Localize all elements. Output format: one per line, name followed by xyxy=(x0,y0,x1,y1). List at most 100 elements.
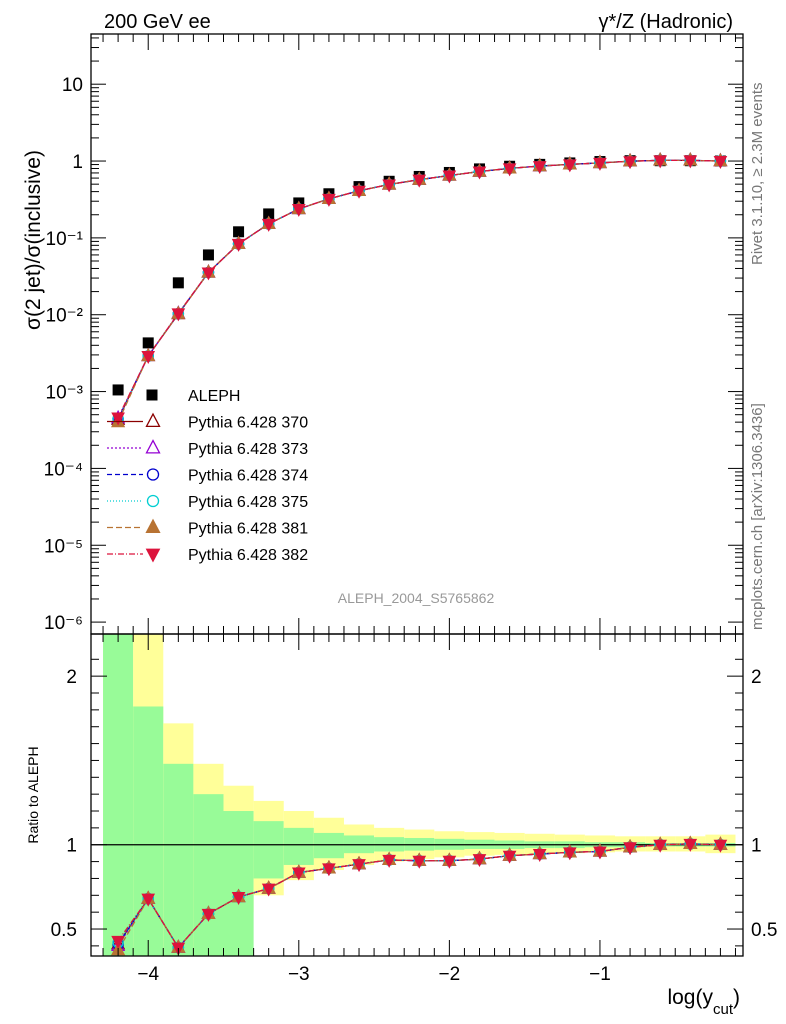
legend-label: Pythia 6.428 382 xyxy=(188,547,308,564)
y-tick-label: 10⁻² xyxy=(46,306,84,327)
mc-point xyxy=(382,179,396,193)
ratio-point xyxy=(141,893,156,907)
stat-uncertainty-band xyxy=(313,832,344,859)
stat-uncertainty-band xyxy=(103,634,134,956)
series-line xyxy=(117,159,721,421)
x-axis-label-sub: cut xyxy=(713,1001,734,1018)
axes xyxy=(91,34,743,956)
ratio-point xyxy=(442,855,457,869)
ratio-ylabel: Ratio to ALEPH xyxy=(25,746,41,843)
mc-point xyxy=(322,193,336,207)
legend-marker xyxy=(145,518,161,534)
x-tick-label: −3 xyxy=(288,964,310,985)
analysis-tag: ALEPH_2004_S5765862 xyxy=(338,590,495,606)
ratio-point xyxy=(472,854,487,868)
ratio-point xyxy=(683,838,698,852)
mc-point xyxy=(502,163,517,177)
y-tick-label: 10⁻⁵ xyxy=(44,536,83,557)
ratio-point xyxy=(563,847,577,861)
mc-point xyxy=(593,157,607,171)
stat-uncertainty-band xyxy=(163,763,194,956)
ratio-point xyxy=(111,935,125,949)
mc-point xyxy=(231,238,246,252)
y-tick-label: 10⁻³ xyxy=(46,383,84,404)
ratio-y-tick-label: 2 xyxy=(66,667,77,688)
mc-point xyxy=(472,166,487,180)
legend-marker xyxy=(145,439,161,454)
series-line xyxy=(117,159,721,419)
mc-point xyxy=(291,203,306,217)
stat-uncertainty-band xyxy=(283,827,314,865)
x-axis-label: log(ycut) xyxy=(667,986,740,1018)
ratio-point xyxy=(322,863,336,877)
stat-uncertainty-band xyxy=(253,821,284,879)
legend-label: Pythia 6.428 373 xyxy=(188,441,308,458)
ratio-y-tick-label-right: 1 xyxy=(751,836,762,857)
ratio-y-tick-label: 1 xyxy=(66,836,77,857)
legend-label: Pythia 6.428 374 xyxy=(188,468,308,485)
legend: ALEPH Pythia 6.428 370 Pythia 6.428 373 Pyt… xyxy=(107,388,308,564)
legend-marker xyxy=(146,389,158,401)
legend-marker xyxy=(146,494,160,508)
stat-uncertainty-band xyxy=(193,794,224,956)
main-ylabel: σ(2 jet)/σ(inclusive) xyxy=(22,150,45,330)
energy-label: 200 GeV ee xyxy=(104,11,211,33)
mc-point xyxy=(201,267,216,281)
plot-frame xyxy=(90,33,744,635)
stat-uncertainty-band xyxy=(223,811,254,956)
y-tick-label: 1 xyxy=(72,152,83,173)
data-point xyxy=(202,249,214,261)
x-tick-label: −2 xyxy=(439,964,461,985)
plot-frame xyxy=(90,633,744,957)
stat-uncertainty-band xyxy=(133,706,164,956)
mc-point xyxy=(141,351,156,365)
legend-marker xyxy=(146,468,160,481)
mc-point xyxy=(713,156,728,170)
mc-point xyxy=(412,174,427,188)
legend-label: Pythia 6.428 370 xyxy=(188,415,308,432)
ratio-point xyxy=(382,854,396,868)
ratio-point xyxy=(653,839,668,853)
mc-point xyxy=(683,155,698,169)
data-point xyxy=(142,337,154,349)
ratio-point xyxy=(352,859,366,873)
legend-label: ALEPH xyxy=(188,388,240,405)
series-line xyxy=(117,159,721,420)
ratio-y-tick-label-right: 2 xyxy=(751,667,762,688)
ratio-y-tick-label-right: 0.5 xyxy=(751,920,777,941)
y-tick-label: 10 xyxy=(62,75,83,96)
ratio-point xyxy=(593,846,607,860)
data-point xyxy=(172,277,184,289)
ratio-point xyxy=(291,867,306,881)
mc-point xyxy=(352,185,366,199)
mc-point xyxy=(653,155,668,169)
x-axis-label-main: log(y xyxy=(667,986,713,1009)
mc-point xyxy=(623,156,637,170)
ratio-point xyxy=(502,850,517,864)
mc-point xyxy=(261,218,276,232)
mc-point xyxy=(442,170,457,184)
ratio-point xyxy=(412,855,427,869)
data-point xyxy=(233,226,245,238)
y-tick-label: 10⁻¹ xyxy=(46,229,84,250)
ratio-panel xyxy=(91,634,743,956)
series-line xyxy=(117,159,721,423)
mc-point xyxy=(171,308,186,322)
legend-marker xyxy=(145,548,161,563)
x-tick-label: −1 xyxy=(589,964,611,985)
mcplots-label: mcplots.cern.ch [arXiv:1306.3436] xyxy=(749,403,766,630)
series-line xyxy=(117,159,721,420)
main-panel xyxy=(111,152,728,428)
rivet-label: Rivet 3.1.10, ≥ 2.3M events xyxy=(749,83,766,266)
y-tick-label: 10⁻⁴ xyxy=(44,459,83,480)
ratio-point xyxy=(231,891,246,905)
x-axis-label-close: ) xyxy=(733,986,740,1009)
legend-label: Pythia 6.428 375 xyxy=(188,494,308,511)
ratio-point xyxy=(532,849,547,862)
ratio-point xyxy=(713,839,728,853)
data-point xyxy=(112,384,124,396)
mc-point xyxy=(532,161,547,175)
mc-point xyxy=(563,159,577,173)
y-tick-label: 10⁻⁶ xyxy=(44,613,83,634)
